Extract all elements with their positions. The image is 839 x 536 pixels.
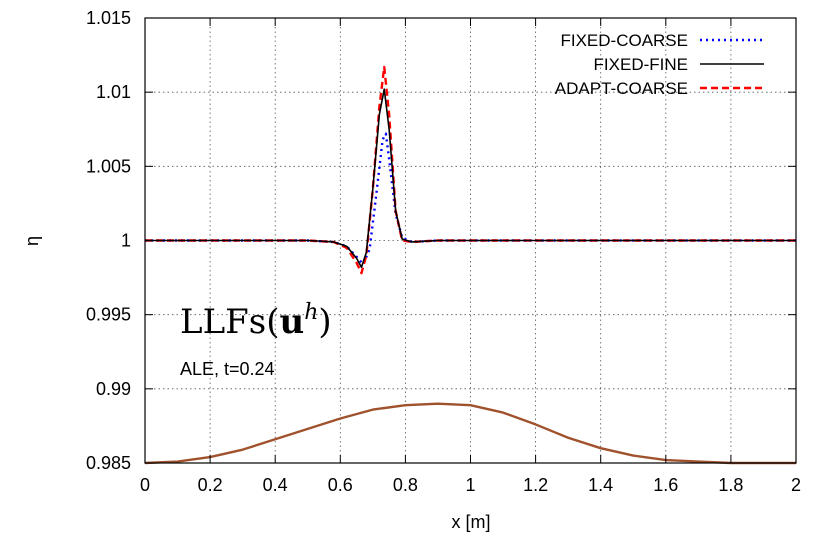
legend-label: FIXED-FINE [594,55,688,74]
y-tick-label: 1.005 [86,156,131,176]
y-tick-label: 0.985 [86,453,131,473]
series-line-fixed-coarse [145,132,796,266]
series-line-fixed-fine [145,88,796,268]
x-tick-label: 1.4 [588,475,613,495]
y-tick-label: 1.015 [86,8,131,28]
legend: FIXED-COARSE FIXED-FINE ADAPT-COARSE [555,31,764,98]
series-layer [144,65,796,465]
x-axis-label: x [m] [452,512,491,532]
series-line-adapt-coarse [145,65,796,275]
x-tick-label: 1.8 [718,475,743,495]
y-tick-label: 1.01 [96,82,131,102]
x-tick-label: 2 [791,475,801,495]
y-axis-label: η [22,236,42,246]
y-tick-label: 0.99 [96,379,131,399]
annotation-method: LLFs(uh) [180,300,332,342]
x-tick-label: 0.4 [263,475,288,495]
x-tick-label: 1 [465,475,475,495]
legend-label: FIXED-COARSE [560,31,688,50]
x-tick-label: 1.6 [653,475,678,495]
series-line-bottom-profile [144,402,796,465]
y-tick-label: 1 [121,231,131,251]
legend-label: ADAPT-COARSE [555,79,688,98]
x-tick-label: 0 [140,475,150,495]
x-tick-label: 0.6 [328,475,353,495]
annotation-time: ALE, t=0.24 [180,359,275,379]
axis-ticks: 0 0.2 0.4 0.6 0.8 1 1.2 1.4 1.6 1.8 2 0.985 0.99 0.99… [86,8,801,495]
y-tick-label: 0.995 [86,305,131,325]
x-tick-label: 1.2 [523,475,548,495]
x-tick-label: 0.8 [393,475,418,495]
x-tick-label: 0.2 [198,475,223,495]
